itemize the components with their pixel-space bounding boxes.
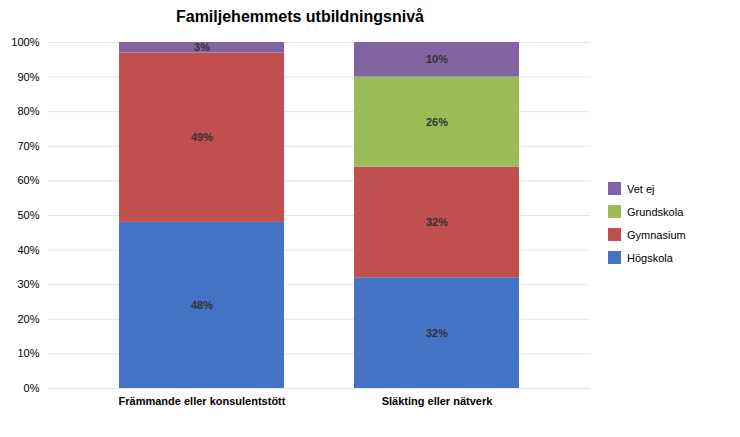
svg-text:100%: 100% <box>11 36 39 48</box>
svg-text:80%: 80% <box>17 105 39 117</box>
html-text:Grundskola: Grundskola <box>627 205 684 218</box>
svg-text:0%: 0% <box>24 382 40 394</box>
svg-text:Släkting eller nätverk: Släkting eller nätverk <box>382 395 494 407</box>
html-text:Vet ej: Vet ej <box>627 182 655 195</box>
svg-text:30%: 30% <box>17 278 39 290</box>
svg-text:90%: 90% <box>17 71 39 83</box>
html-text:Familjehemmets utbildningsnivå: Familjehemmets utbildningsnivå <box>176 8 424 25</box>
svg-text:49%: 49% <box>191 131 213 143</box>
svg-text:20%: 20% <box>17 313 39 325</box>
html-text:Högskola: Högskola <box>627 251 673 264</box>
svg-text:32%: 32% <box>426 216 448 228</box>
svg-text:70%: 70% <box>17 140 39 152</box>
svg-text:3%: 3% <box>194 41 210 53</box>
svg-text:10%: 10% <box>17 347 39 359</box>
svg-text:60%: 60% <box>17 174 39 186</box>
svg-text:32%: 32% <box>426 327 448 339</box>
svg-text:48%: 48% <box>191 299 213 311</box>
svg-text:26%: 26% <box>426 116 448 128</box>
svg-text:10%: 10% <box>426 53 448 65</box>
svg-text:50%: 50% <box>17 209 39 221</box>
svg-text:40%: 40% <box>17 244 39 256</box>
html-text:Gymnasium: Gymnasium <box>627 228 686 241</box>
svg-text:Främmande eller konsulentstött: Främmande eller konsulentstött <box>119 395 286 407</box>
